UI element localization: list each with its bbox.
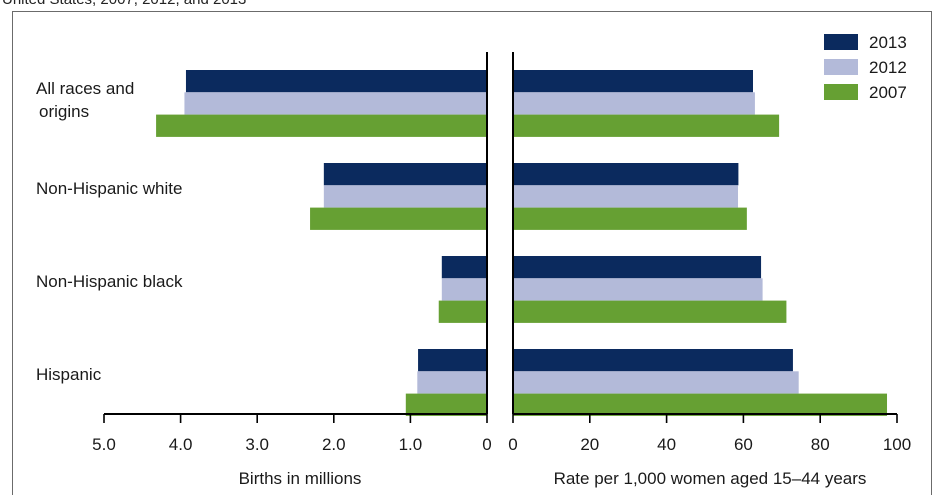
births-tick-label-5-0: 5.0 — [92, 435, 116, 454]
bar-rate-non-hispanic-white-2013 — [513, 163, 739, 186]
bar-births-non-hispanic-black-2012 — [441, 278, 487, 301]
axes: 5.0 4.0 3.0 2.0 1.0 0 Births in millions 0 20 40 6… — [92, 52, 911, 488]
bar-births-all-races-and-origins-2013 — [185, 70, 487, 93]
rate-axis-title: Rate per 1,000 women aged 15–44 years — [554, 469, 867, 488]
category-label-non-hispanic-white: Non-Hispanic white — [36, 179, 182, 198]
category-label-line: Hispanic — [36, 365, 102, 384]
births-axis-title: Births in millions — [239, 469, 362, 488]
bar-births-hispanic-2007 — [405, 393, 487, 416]
legend: 2013 2012 2007 — [824, 33, 907, 102]
rate-tick-label-20: 20 — [580, 435, 599, 454]
legend-label-2013: 2013 — [869, 33, 907, 52]
births-tick-label-0: 0 — [482, 435, 491, 454]
bar-rate-all-races-and-origins-2013 — [513, 70, 753, 93]
category-label-hispanic: Hispanic — [36, 365, 102, 384]
legend-swatch-2013 — [824, 34, 858, 50]
fertility-rate-bars — [513, 70, 888, 416]
births-tick-label-1-0: 1.0 — [399, 435, 423, 454]
rate-tick-label-40: 40 — [657, 435, 676, 454]
rate-tick-label-80: 80 — [811, 435, 830, 454]
births-tick-label-3-0: 3.0 — [245, 435, 269, 454]
category-label-non-hispanic-black: Non-Hispanic black — [36, 272, 183, 291]
bar-rate-hispanic-2007 — [513, 393, 888, 416]
births-tick-label-4-0: 4.0 — [169, 435, 193, 454]
bar-rate-non-hispanic-white-2007 — [513, 207, 747, 230]
rate-tick-label-100: 100 — [883, 435, 911, 454]
rate-tick-label-60: 60 — [734, 435, 753, 454]
bar-births-non-hispanic-white-2012 — [323, 185, 487, 208]
bar-births-non-hispanic-black-2007 — [438, 300, 487, 323]
bar-rate-non-hispanic-white-2012 — [513, 185, 739, 208]
chart-subtitle: United States, 2007, 2012, and 2013 — [2, 0, 246, 8]
chart-frame — [12, 11, 932, 495]
bar-births-all-races-and-origins-2007 — [156, 114, 487, 137]
legend-label-2012: 2012 — [869, 58, 907, 77]
rate-tick-label-0: 0 — [508, 435, 517, 454]
bar-rate-non-hispanic-black-2013 — [513, 256, 762, 279]
bar-births-hispanic-2012 — [417, 371, 487, 394]
bar-rate-all-races-and-origins-2007 — [513, 114, 780, 137]
bar-rate-hispanic-2013 — [513, 349, 793, 372]
category-labels: All races and origins Non-Hispanic white No… — [36, 79, 183, 384]
bar-births-hispanic-2013 — [418, 349, 487, 372]
category-label-line: origins — [39, 102, 89, 121]
births-bars — [156, 70, 487, 416]
bar-rate-hispanic-2012 — [513, 371, 799, 394]
legend-label-2007: 2007 — [869, 83, 907, 102]
bar-births-non-hispanic-black-2013 — [441, 256, 487, 279]
legend-swatch-2012 — [824, 59, 858, 75]
category-label-line: All races and — [36, 79, 134, 98]
births-tick-label-2-0: 2.0 — [322, 435, 346, 454]
bar-rate-non-hispanic-black-2012 — [513, 278, 763, 301]
bar-rate-all-races-and-origins-2012 — [513, 92, 755, 115]
legend-swatch-2007 — [824, 84, 858, 100]
category-label-line: Non-Hispanic white — [36, 179, 182, 198]
category-label-line: Non-Hispanic black — [36, 272, 183, 291]
bar-births-non-hispanic-white-2013 — [323, 163, 487, 186]
bar-births-all-races-and-origins-2012 — [184, 92, 487, 115]
category-label-all-races-and-origins: All races and origins — [36, 79, 134, 121]
bar-births-non-hispanic-white-2007 — [310, 207, 487, 230]
bar-rate-non-hispanic-black-2007 — [513, 300, 787, 323]
